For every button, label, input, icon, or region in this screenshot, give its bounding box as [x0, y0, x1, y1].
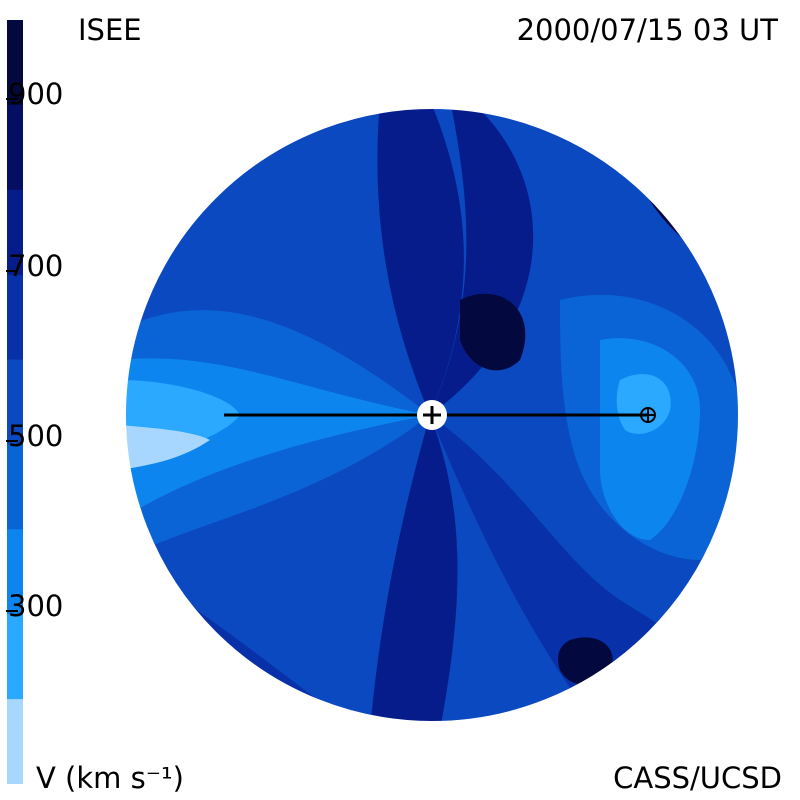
colorbar-segment [7, 699, 23, 784]
colorbar-segment [7, 359, 23, 445]
credit-label: CASS/UCSD [613, 761, 782, 795]
tick-label-700: 700 [8, 249, 64, 283]
west-slow-region [125, 425, 210, 470]
colorbar-gradient [7, 20, 23, 784]
velocity-unit-label: V (km s⁻¹) [36, 761, 184, 795]
colorbar-segment [7, 614, 23, 700]
tick-mark-700 [6, 270, 18, 272]
disk-outline [124, 107, 740, 723]
tick-label-300: 300 [8, 589, 64, 623]
south-east-dark [558, 637, 613, 685]
north-stream [377, 108, 464, 415]
tick-mark-500 [6, 440, 18, 442]
colorbar-segment [7, 104, 23, 191]
tick-mark-300 [6, 610, 18, 612]
tick-mark-900 [6, 98, 18, 100]
colorbar-segment [7, 274, 23, 361]
tick-label-500: 500 [8, 419, 64, 453]
timestamp-label: 2000/07/15 03 UT [516, 13, 778, 47]
colorbar-segment [7, 20, 23, 106]
south-stream [370, 415, 458, 722]
north-east-stream [430, 108, 534, 415]
colorbar-segment [7, 189, 23, 276]
colorbar-segment [7, 444, 23, 530]
tick-label-900: 900 [8, 77, 64, 111]
instrument-title: ISEE [78, 13, 142, 47]
east-core-region [616, 374, 671, 434]
north-core-dark [460, 293, 526, 371]
colorbar-segment [7, 529, 23, 615]
